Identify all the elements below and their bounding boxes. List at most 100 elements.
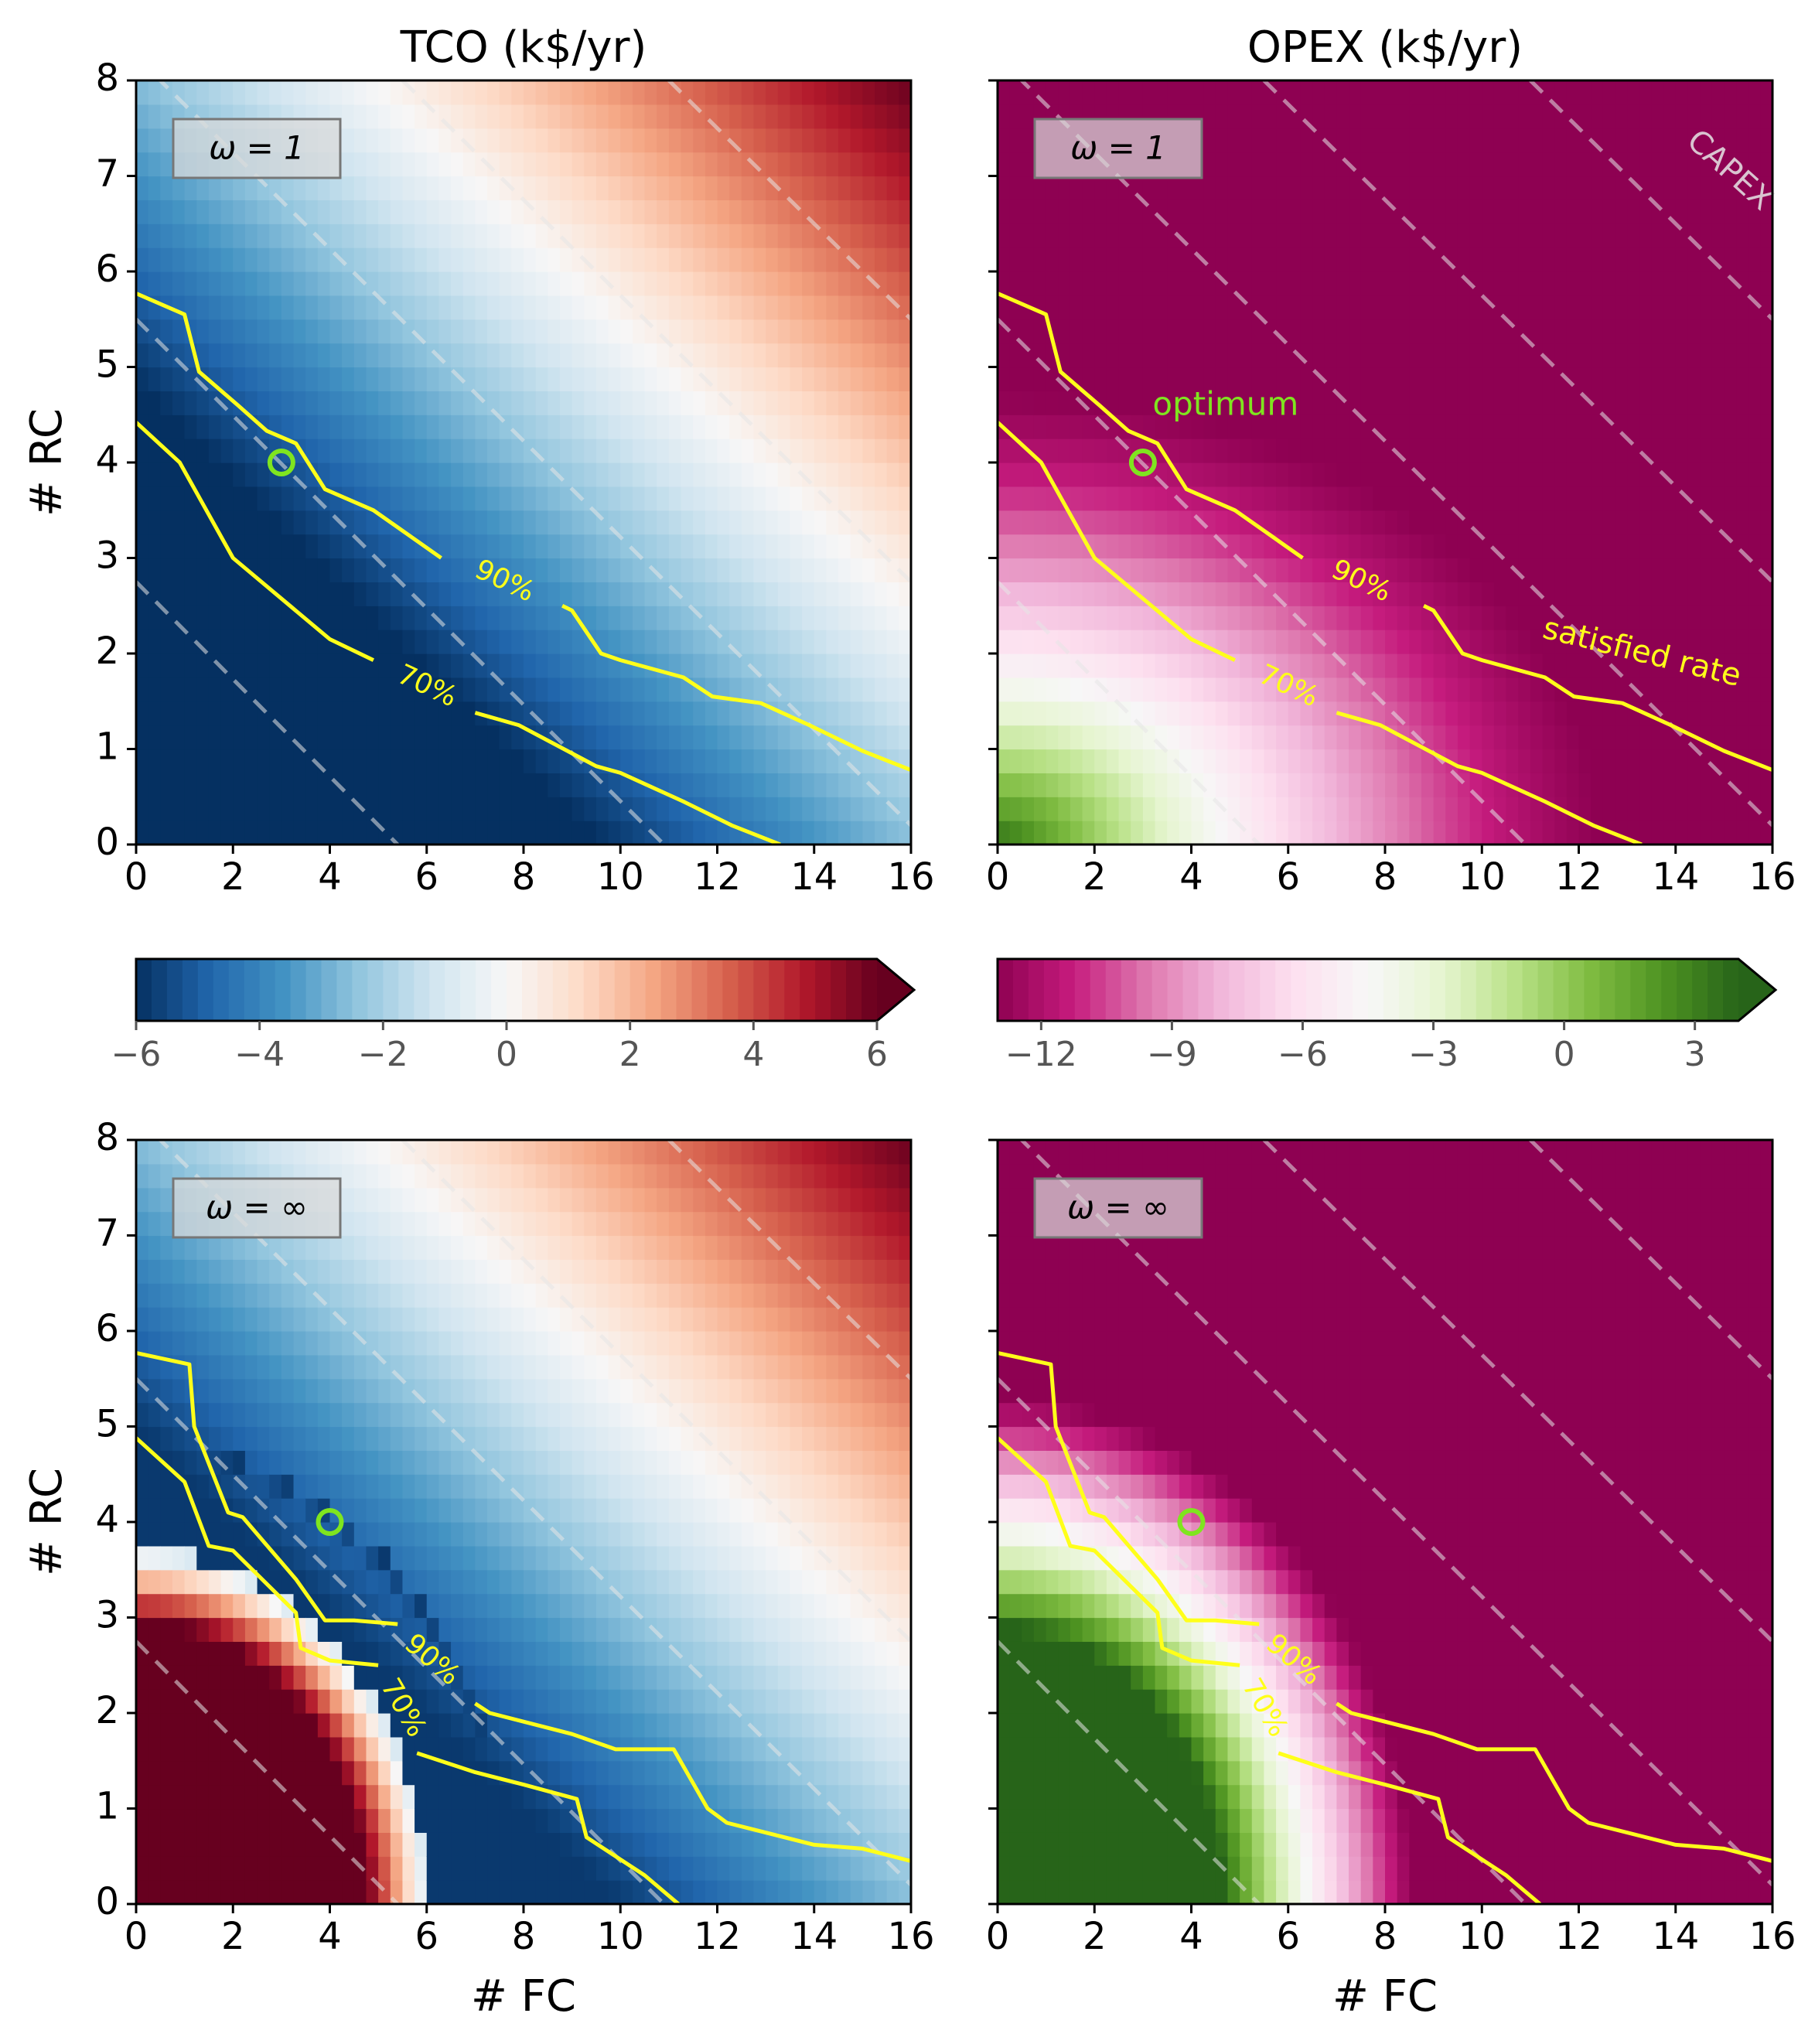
heatmap-cell	[1203, 821, 1216, 845]
heatmap-cell	[402, 510, 415, 535]
heatmap-cell	[1602, 152, 1616, 177]
heatmap-cell	[741, 677, 755, 702]
heatmap-cell	[1409, 415, 1422, 439]
heatmap-cell	[1736, 224, 1749, 248]
heatmap-cell	[499, 797, 512, 821]
heatmap-cell	[1591, 295, 1604, 320]
heatmap-cell	[1554, 558, 1568, 582]
heatmap-cell	[257, 1450, 270, 1475]
heatmap-cell	[220, 1140, 234, 1165]
heatmap-cell	[1518, 80, 1531, 105]
heatmap-cell	[838, 247, 851, 272]
heatmap-cell	[571, 391, 585, 415]
heatmap-cell	[814, 176, 827, 200]
heatmap-cell	[1288, 415, 1302, 439]
heatmap-cell	[777, 462, 791, 487]
heatmap-cell	[1493, 200, 1507, 224]
heatmap-cell	[1639, 462, 1653, 487]
heatmap-cell	[1457, 271, 1471, 296]
heatmap-cell	[257, 1832, 270, 1857]
heatmap-cell	[1675, 128, 1689, 153]
heatmap-cell	[402, 415, 415, 439]
heatmap-cell	[415, 391, 428, 415]
heatmap-cell	[875, 80, 888, 105]
heatmap-cell	[172, 1832, 186, 1857]
capex-line	[401, 80, 911, 584]
heatmap-cell	[1155, 582, 1168, 606]
heatmap-cell	[1627, 630, 1640, 654]
heatmap-cell	[1457, 80, 1471, 105]
heatmap-cell	[584, 224, 597, 248]
heatmap-cell	[244, 224, 258, 248]
heatmap-cell	[1518, 749, 1531, 773]
heatmap-cell	[402, 1784, 415, 1810]
heatmap-cell	[329, 1450, 343, 1475]
heatmap-cell	[1687, 797, 1701, 821]
heatmap-cell	[1191, 438, 1204, 463]
heatmap-cell	[233, 1378, 246, 1404]
heatmap-cell	[1118, 653, 1131, 678]
heatmap-cell	[1651, 128, 1664, 153]
heatmap-cell	[608, 582, 621, 606]
y-tick-label: 6	[95, 247, 119, 291]
heatmap-cell	[1349, 630, 1362, 654]
heatmap-cell	[1602, 367, 1616, 391]
heatmap-cell	[1349, 821, 1362, 845]
heatmap-cell	[1336, 630, 1349, 654]
heatmap-cell	[998, 773, 1011, 797]
heatmap-cell	[998, 725, 1011, 750]
heatmap-cell	[451, 677, 464, 702]
heatmap-cell	[838, 224, 851, 248]
heatmap-cell	[305, 773, 319, 797]
heatmap-cell	[160, 1283, 173, 1308]
heatmap-cell	[1312, 176, 1325, 200]
heatmap-cell	[1058, 773, 1071, 797]
heatmap-cell	[766, 486, 779, 511]
heatmap-cell	[184, 677, 197, 702]
heatmap-cell	[1288, 606, 1302, 630]
heatmap-cell	[850, 701, 863, 726]
heatmap-cell	[415, 1474, 428, 1499]
heatmap-cell	[1082, 510, 1095, 535]
heatmap-cell	[705, 486, 718, 511]
heatmap-cell	[998, 391, 1011, 415]
heatmap-cell	[1251, 80, 1265, 105]
heatmap-cell	[451, 773, 464, 797]
heatmap-cell	[136, 1163, 149, 1189]
heatmap-cell	[1602, 582, 1616, 606]
heatmap-cell	[1639, 558, 1653, 582]
heatmap-cell	[293, 797, 306, 821]
heatmap-cell	[1106, 821, 1120, 845]
heatmap-cell	[681, 558, 694, 582]
heatmap-cell	[559, 630, 573, 654]
heatmap-cell	[438, 319, 452, 344]
heatmap-cell	[1554, 343, 1568, 368]
heatmap-cell	[342, 701, 355, 726]
heatmap-cell	[826, 104, 839, 129]
heatmap-cell	[329, 558, 343, 582]
heatmap-cell	[1300, 725, 1313, 750]
heatmap-cell	[1542, 462, 1555, 487]
heatmap-cell	[705, 319, 718, 344]
heatmap-cell	[608, 749, 621, 773]
heatmap-cell	[281, 1354, 295, 1380]
heatmap-cell	[1615, 462, 1628, 487]
heatmap-cell	[353, 391, 367, 415]
heatmap-cell	[1373, 534, 1386, 559]
heatmap-cell	[342, 1689, 355, 1714]
heatmap-cell	[693, 510, 706, 535]
heatmap-cell	[257, 510, 270, 535]
heatmap-cell	[233, 1283, 246, 1308]
heatmap-cell	[1227, 295, 1240, 320]
heatmap-cell	[777, 367, 791, 391]
heatmap-cell	[244, 319, 258, 344]
heatmap-cell	[1445, 104, 1458, 129]
heatmap-cell	[136, 1307, 149, 1332]
heatmap-cell	[390, 1784, 404, 1810]
heatmap-cell	[1748, 510, 1761, 535]
heatmap-cell	[1409, 319, 1422, 344]
heatmap-cell	[390, 701, 404, 726]
heatmap-cell	[1554, 128, 1568, 153]
heatmap-cell	[524, 247, 537, 272]
